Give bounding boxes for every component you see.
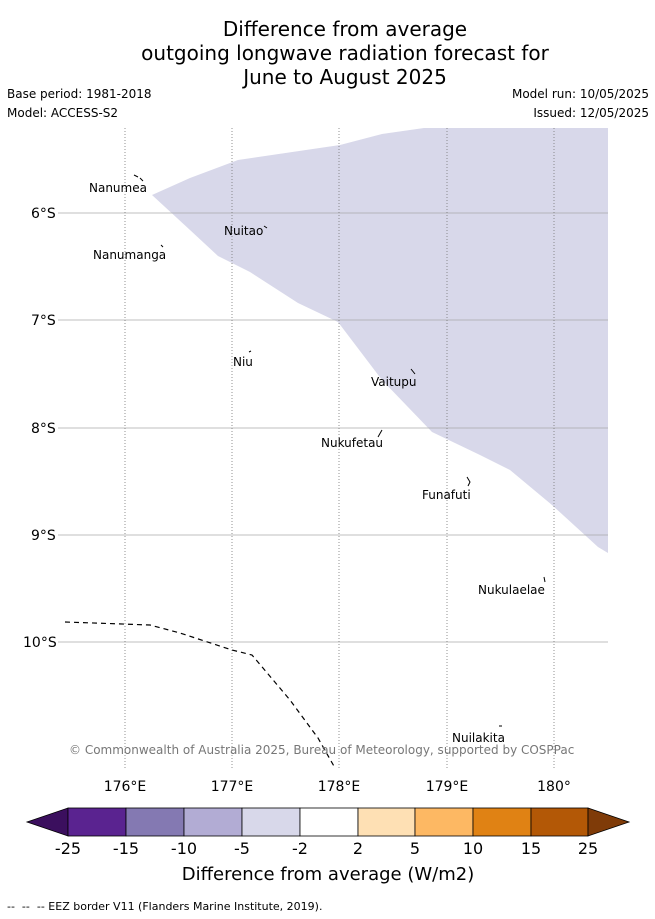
title-line-1: Difference from average	[222, 17, 468, 41]
nuitao-outline	[263, 225, 268, 229]
colorbar-extend-high	[587, 807, 631, 837]
island-label-niu: Niu	[233, 355, 253, 369]
island-label-funafuti: Funafuti	[422, 488, 471, 502]
lon-label-180: 180°	[537, 779, 571, 795]
colorbar-tick-10: 25	[578, 839, 598, 858]
island-label-nukulaelae: Nukulaelae	[478, 583, 545, 597]
colorbar-tick-3: -10	[171, 839, 197, 858]
colorbar-tick-9: 15	[521, 839, 541, 858]
model-run: Model run: 10/05/2025	[511, 87, 649, 101]
colorbar-extend-low	[25, 807, 69, 837]
colorbar-segment-9	[530, 807, 589, 837]
colorbar-segment-8	[472, 807, 532, 837]
eez-border-line	[64, 621, 336, 769]
island-label-nuilakita: Nuilakita	[452, 731, 505, 745]
island-label-nanumea: Nanumea	[89, 181, 147, 195]
title-line-2: outgoing longwave radiation forecast for	[141, 41, 549, 65]
nukulaelae-outline	[543, 576, 546, 583]
base-period: Base period: 1981-2018	[7, 87, 152, 101]
lat-label-7s: 7°S	[31, 313, 56, 329]
colorbar-tick-2: -15	[113, 839, 139, 858]
funafuti-outline	[466, 476, 471, 487]
colorbar	[25, 807, 631, 837]
lat-label-10s: 10°S	[23, 635, 57, 651]
colorbar-segment-3	[183, 807, 243, 837]
longitude-gridlines	[124, 128, 555, 770]
colorbar-tick-6: 2	[353, 839, 363, 858]
colorbar-segment-1	[67, 807, 127, 837]
colorbar-segment-5	[299, 807, 359, 837]
colorbar-tick-1: -25	[55, 839, 81, 858]
colorbar-tick-7: 5	[410, 839, 420, 858]
lon-label-178e: 178°E	[318, 779, 361, 795]
issued-date: Issued: 12/05/2025	[533, 106, 649, 120]
latitude-gridlines	[58, 212, 608, 643]
nukufetau-outline	[377, 429, 383, 438]
lon-label-179e: 179°E	[426, 779, 469, 795]
colorbar-tick-5: -2	[292, 839, 308, 858]
colorbar-title: Difference from average (W/m2)	[182, 864, 474, 885]
colorbar-segment-4	[241, 807, 301, 837]
model-name: Model: ACCESS-S2	[7, 106, 119, 120]
colorbar-segment-7	[414, 807, 474, 837]
colorbar-segment-6	[357, 807, 416, 837]
island-label-nukufetau: Nukufetau	[321, 436, 383, 450]
colorbar-tick-8: 10	[463, 839, 483, 858]
copyright-notice: © Commonwealth of Australia 2025, Bureau…	[69, 743, 574, 757]
lat-label-8s: 8°S	[31, 421, 56, 437]
vaitupu-outline	[410, 368, 416, 375]
colorbar-segment-2	[125, 807, 185, 837]
eez-legend-footnote: -- -- -- EEZ border V11 (Flanders Marine…	[7, 900, 323, 913]
niu-outline	[248, 350, 252, 353]
shaded-anomaly-region	[152, 128, 608, 553]
lon-label-177e: 177°E	[211, 779, 254, 795]
island-label-nanumanga: Nanumanga	[93, 248, 166, 262]
lat-label-9s: 9°S	[31, 528, 56, 544]
colorbar-tick-4: -5	[234, 839, 250, 858]
lon-label-176e: 176°E	[104, 779, 147, 795]
island-outlines	[133, 174, 546, 727]
title-line-3: June to August 2025	[243, 65, 447, 89]
nanumea-outline	[133, 174, 144, 182]
lat-label-6s: 6°S	[31, 206, 56, 222]
nanumanga-outline	[160, 244, 164, 248]
island-label-vaitupu: Vaitupu	[371, 375, 417, 389]
island-label-nuitao: Nuitao	[224, 224, 263, 238]
